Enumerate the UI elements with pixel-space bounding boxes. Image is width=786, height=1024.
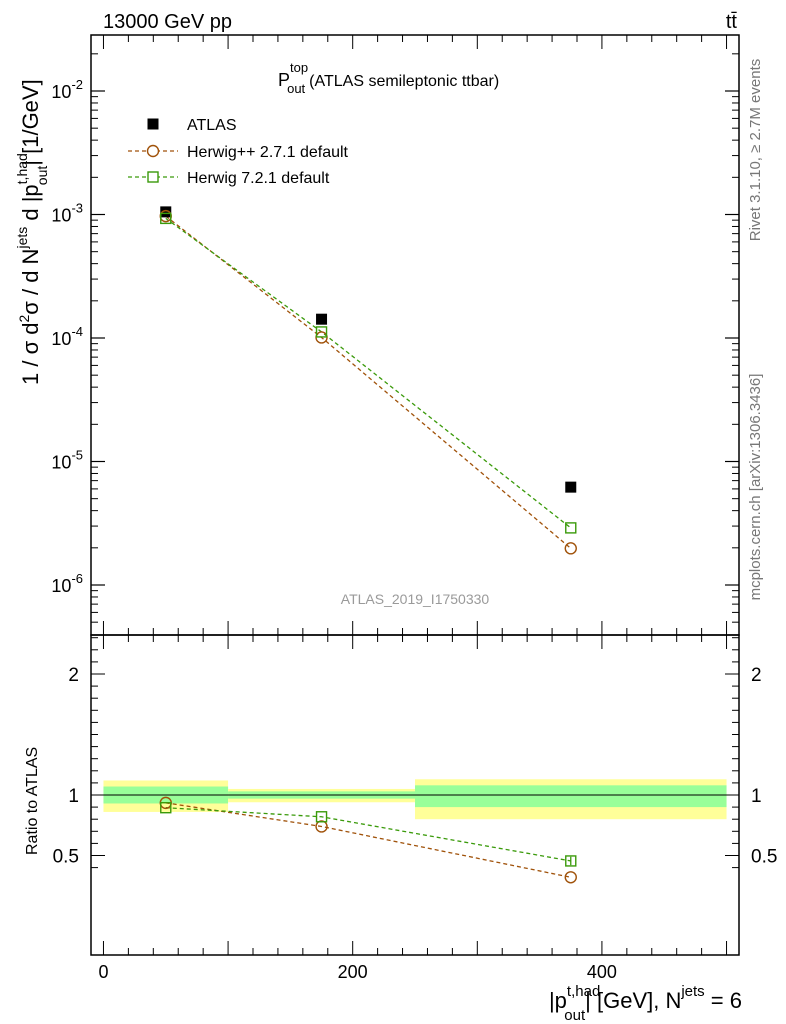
y-axis-label: 1 / σ d2σ / d Njets d |pt,had out| [1/GeV…	[14, 79, 50, 385]
herwigpp-point	[564, 542, 577, 555]
ratio-series-line	[165, 807, 571, 862]
ratio-herwig7-point	[160, 802, 172, 814]
legend-label: Herwig 7.2.1 default	[187, 170, 330, 187]
legend-herwigpp-marker	[146, 144, 160, 158]
legend-label: ATLAS	[187, 117, 237, 134]
x-tick-label: 200	[338, 962, 368, 982]
y-tick-label: 10-6	[51, 571, 83, 596]
series-lines	[165, 215, 572, 878]
ratio-y-tick-label: 1	[68, 786, 79, 807]
y-tick-label: 10-5	[51, 448, 83, 473]
chart-title: Ptop out (ATLAS semileptonic ttbar)	[278, 60, 499, 96]
rivet-label: Rivet 3.1.10, ≥ 2.7M events	[747, 59, 764, 242]
data-markers	[159, 206, 577, 884]
ratio-y-axis-label: Ratio to ATLAS	[24, 747, 41, 855]
legend-herwig7-marker	[147, 171, 159, 183]
ratio-herwig7-point	[315, 811, 328, 823]
ratio-y-tick-label: 2	[68, 665, 79, 686]
atlas-point	[316, 313, 328, 325]
atlas-point	[565, 481, 577, 493]
legend-label: Herwig++ 2.7.1 default	[187, 144, 349, 161]
inner-band	[415, 785, 727, 808]
watermark: ATLAS_2019_I1750330	[341, 591, 490, 607]
ratio-y-tick-label-right: 1	[751, 786, 762, 807]
energy-label: 13000 GeV pp	[103, 11, 232, 33]
series-line	[165, 217, 572, 529]
ratio-y-tick-label-right: 0.5	[751, 847, 777, 868]
process-label: tt̄	[726, 11, 738, 33]
ratio-herwigpp-point	[564, 871, 577, 884]
ratio-bands	[91, 779, 739, 820]
ratio-herwig7-point	[565, 855, 577, 867]
legend: ATLAS Herwig++ 2.7.1 default Herwig 7.2.1 …	[128, 117, 349, 187]
y-tick-label: 10-3	[51, 201, 83, 226]
herwig7-point	[565, 522, 577, 534]
x-tick-label: 0	[98, 962, 108, 982]
legend-atlas-marker	[147, 118, 159, 130]
ratio-y-tick-label-right: 2	[751, 665, 762, 686]
mcplots-label: mcplots.cern.ch [arXiv:1306.3436]	[747, 374, 764, 601]
chart-texts: 13000 GeV pp tt̄ ATLAS_2019_I1750330 Riv…	[51, 11, 777, 982]
x-tick-label: 400	[587, 962, 617, 982]
x-axis-label: |pt,had out| [GeV], Njets = 6	[549, 983, 742, 1024]
axis-ticks	[91, 35, 739, 955]
y-tick-label: 10-2	[51, 77, 83, 102]
herwig7-point	[160, 212, 172, 225]
y-tick-label: 10-4	[51, 324, 83, 349]
series-line	[165, 215, 572, 549]
ratio-herwigpp-point	[315, 820, 328, 833]
ratio-y-tick-label: 0.5	[53, 847, 79, 868]
herwig7-point	[315, 326, 328, 338]
atlas-point	[160, 206, 172, 218]
